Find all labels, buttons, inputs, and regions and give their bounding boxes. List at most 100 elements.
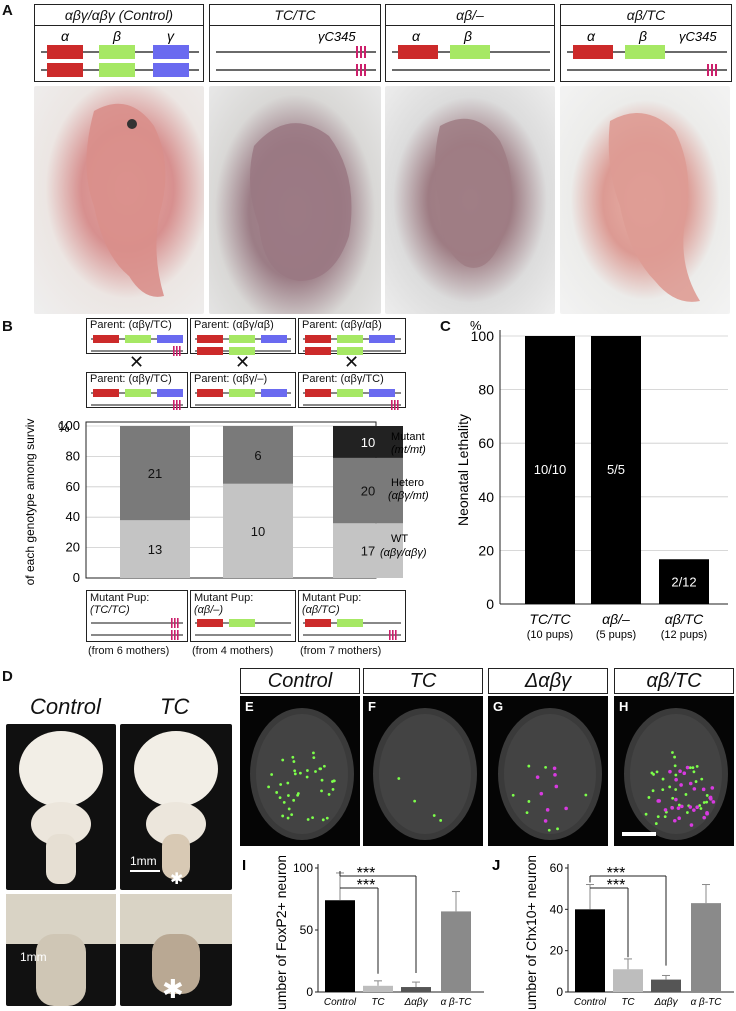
y-tick-label: 40 <box>66 509 80 524</box>
tc-marker <box>395 630 397 640</box>
chx10-cell-dot <box>668 769 672 774</box>
gene-label: γC345 <box>318 29 356 44</box>
segment-count-label: 10 <box>251 524 265 539</box>
foxp2-cell-dot <box>293 769 297 773</box>
tc-marker <box>179 346 181 356</box>
brain-shape-tc-top: ✱ <box>134 731 218 888</box>
foxp2-cell-dot <box>321 818 325 822</box>
foxp2-cell-dot <box>673 755 676 759</box>
y-tick-label: 80 <box>66 448 80 463</box>
parent-genotype-svg <box>91 335 183 356</box>
foxp2-cell-dot <box>314 770 317 773</box>
brain-tc-title: TC <box>160 694 190 719</box>
pup-silhouette-tc <box>250 123 352 281</box>
brain-shape-tc-bottom: ✱ <box>120 894 232 1004</box>
foxp2-cell-dot <box>325 816 329 820</box>
tc-marker <box>177 630 179 640</box>
tc-marker <box>171 618 173 628</box>
svg-text:✱: ✱ <box>162 974 184 1004</box>
chx10-neurons-chart: J 0 20 40 60 Number of Chx10+ neurons Control T… <box>492 856 734 1009</box>
gene-label: α <box>412 28 421 44</box>
foxp2-cell-dot <box>320 778 324 782</box>
section-image-1: F <box>363 696 483 846</box>
x-category-label: Δαβγ <box>653 997 678 1008</box>
foxp2-cell-dot <box>547 828 551 832</box>
section-title-0: Control <box>240 668 360 694</box>
y-tick-label: 0 <box>486 596 494 612</box>
gene-block-lower <box>47 63 83 77</box>
pup-genotype-svg <box>91 618 183 640</box>
gene-block <box>197 619 223 627</box>
x-category-label: TC/TC <box>529 611 571 627</box>
stacked-bar-segment <box>223 426 293 484</box>
tc-marker <box>356 64 358 76</box>
parent-genotype-svg <box>195 389 291 406</box>
parent-label: Parent: (αβγ/TC) <box>90 319 172 331</box>
tissue-core <box>379 714 471 834</box>
foxp2-cell-dot <box>322 764 326 768</box>
brain-shape-control-bottom <box>6 894 116 1006</box>
foxp2-cell-dot <box>331 788 335 791</box>
x-category-label: αβ/– <box>602 611 630 627</box>
y-tick-label: 20 <box>478 542 494 558</box>
gene-block <box>157 389 183 397</box>
genotype-svg-1: γC345 <box>216 29 376 76</box>
pup-label: Mutant Pup: <box>302 592 362 604</box>
pup-silhouette-ab-tc <box>608 113 700 302</box>
gene-block-upper <box>99 45 135 59</box>
foxp2-cell-dot <box>296 793 300 797</box>
pup-box-2: Mutant Pup: (αβ/TC) <box>298 590 406 642</box>
foxp2-cell-dot <box>692 770 696 774</box>
x-category-label: TC <box>371 997 385 1008</box>
genotype-title-1: TC/TC <box>209 4 381 26</box>
chx10-cell-dot <box>543 819 548 823</box>
section-svg-1 <box>373 708 477 840</box>
foxp2-cell-dot <box>674 788 678 791</box>
gene-block <box>93 389 119 397</box>
y-axis-label: Percentage of each genotype among surviv… <box>23 418 37 588</box>
tc-marker <box>356 46 358 58</box>
gene-block <box>337 335 363 343</box>
pup-photo-control <box>34 86 204 314</box>
y-unit-label: % <box>470 318 482 333</box>
chx10-cell-dot <box>710 786 715 790</box>
foxp2-cell-dot <box>293 772 297 776</box>
foxp2-cell-dot <box>318 767 322 771</box>
gene-block <box>229 347 255 355</box>
genotype-title-2: αβ/– <box>385 4 555 26</box>
foxp2-cell-dot <box>439 819 443 822</box>
foxp2-cell-dot <box>656 815 660 819</box>
neuron-count-bar <box>575 909 605 992</box>
gene-block <box>93 335 119 343</box>
pup-mothers-1: (from 4 mothers) <box>192 645 274 657</box>
pup-photo-tc <box>209 86 381 314</box>
x-category-sublabel: (10 pups) <box>527 629 573 641</box>
foxp2-cell-dot <box>397 777 401 780</box>
foxp2-cell-dot <box>331 780 334 783</box>
x-category-label: Control <box>324 997 357 1008</box>
legend-wt-sub: (αβγ/αβγ) <box>380 547 427 559</box>
stacked-bar-segment <box>223 483 293 578</box>
y-tick-label: 0 <box>73 570 80 585</box>
gene-block <box>125 335 151 343</box>
y-tick-label: 40 <box>478 489 494 505</box>
foxp2-cell-dot <box>292 760 296 763</box>
tc-marker <box>360 64 362 76</box>
tissue-core <box>504 714 596 834</box>
gene-block-upper <box>450 45 490 59</box>
x-category-label: TC <box>621 997 635 1008</box>
section-svg-0 <box>250 708 354 840</box>
pup-genotype-svg <box>303 619 401 640</box>
brain-photo-tc-top: ✱ 1mm <box>120 724 232 890</box>
lethality-bar <box>659 559 709 604</box>
foxp2-cell-dot <box>663 815 667 819</box>
y-tick-label: 40 <box>550 902 564 916</box>
gene-label: γC345 <box>679 29 717 44</box>
segment-count-label: 10 <box>361 435 375 450</box>
tc-marker <box>394 400 396 410</box>
gene-block <box>337 347 363 355</box>
foxp2-cell-dot <box>298 771 302 775</box>
y-tick-label: 60 <box>66 479 80 494</box>
chx10-cell-dot <box>689 823 694 827</box>
